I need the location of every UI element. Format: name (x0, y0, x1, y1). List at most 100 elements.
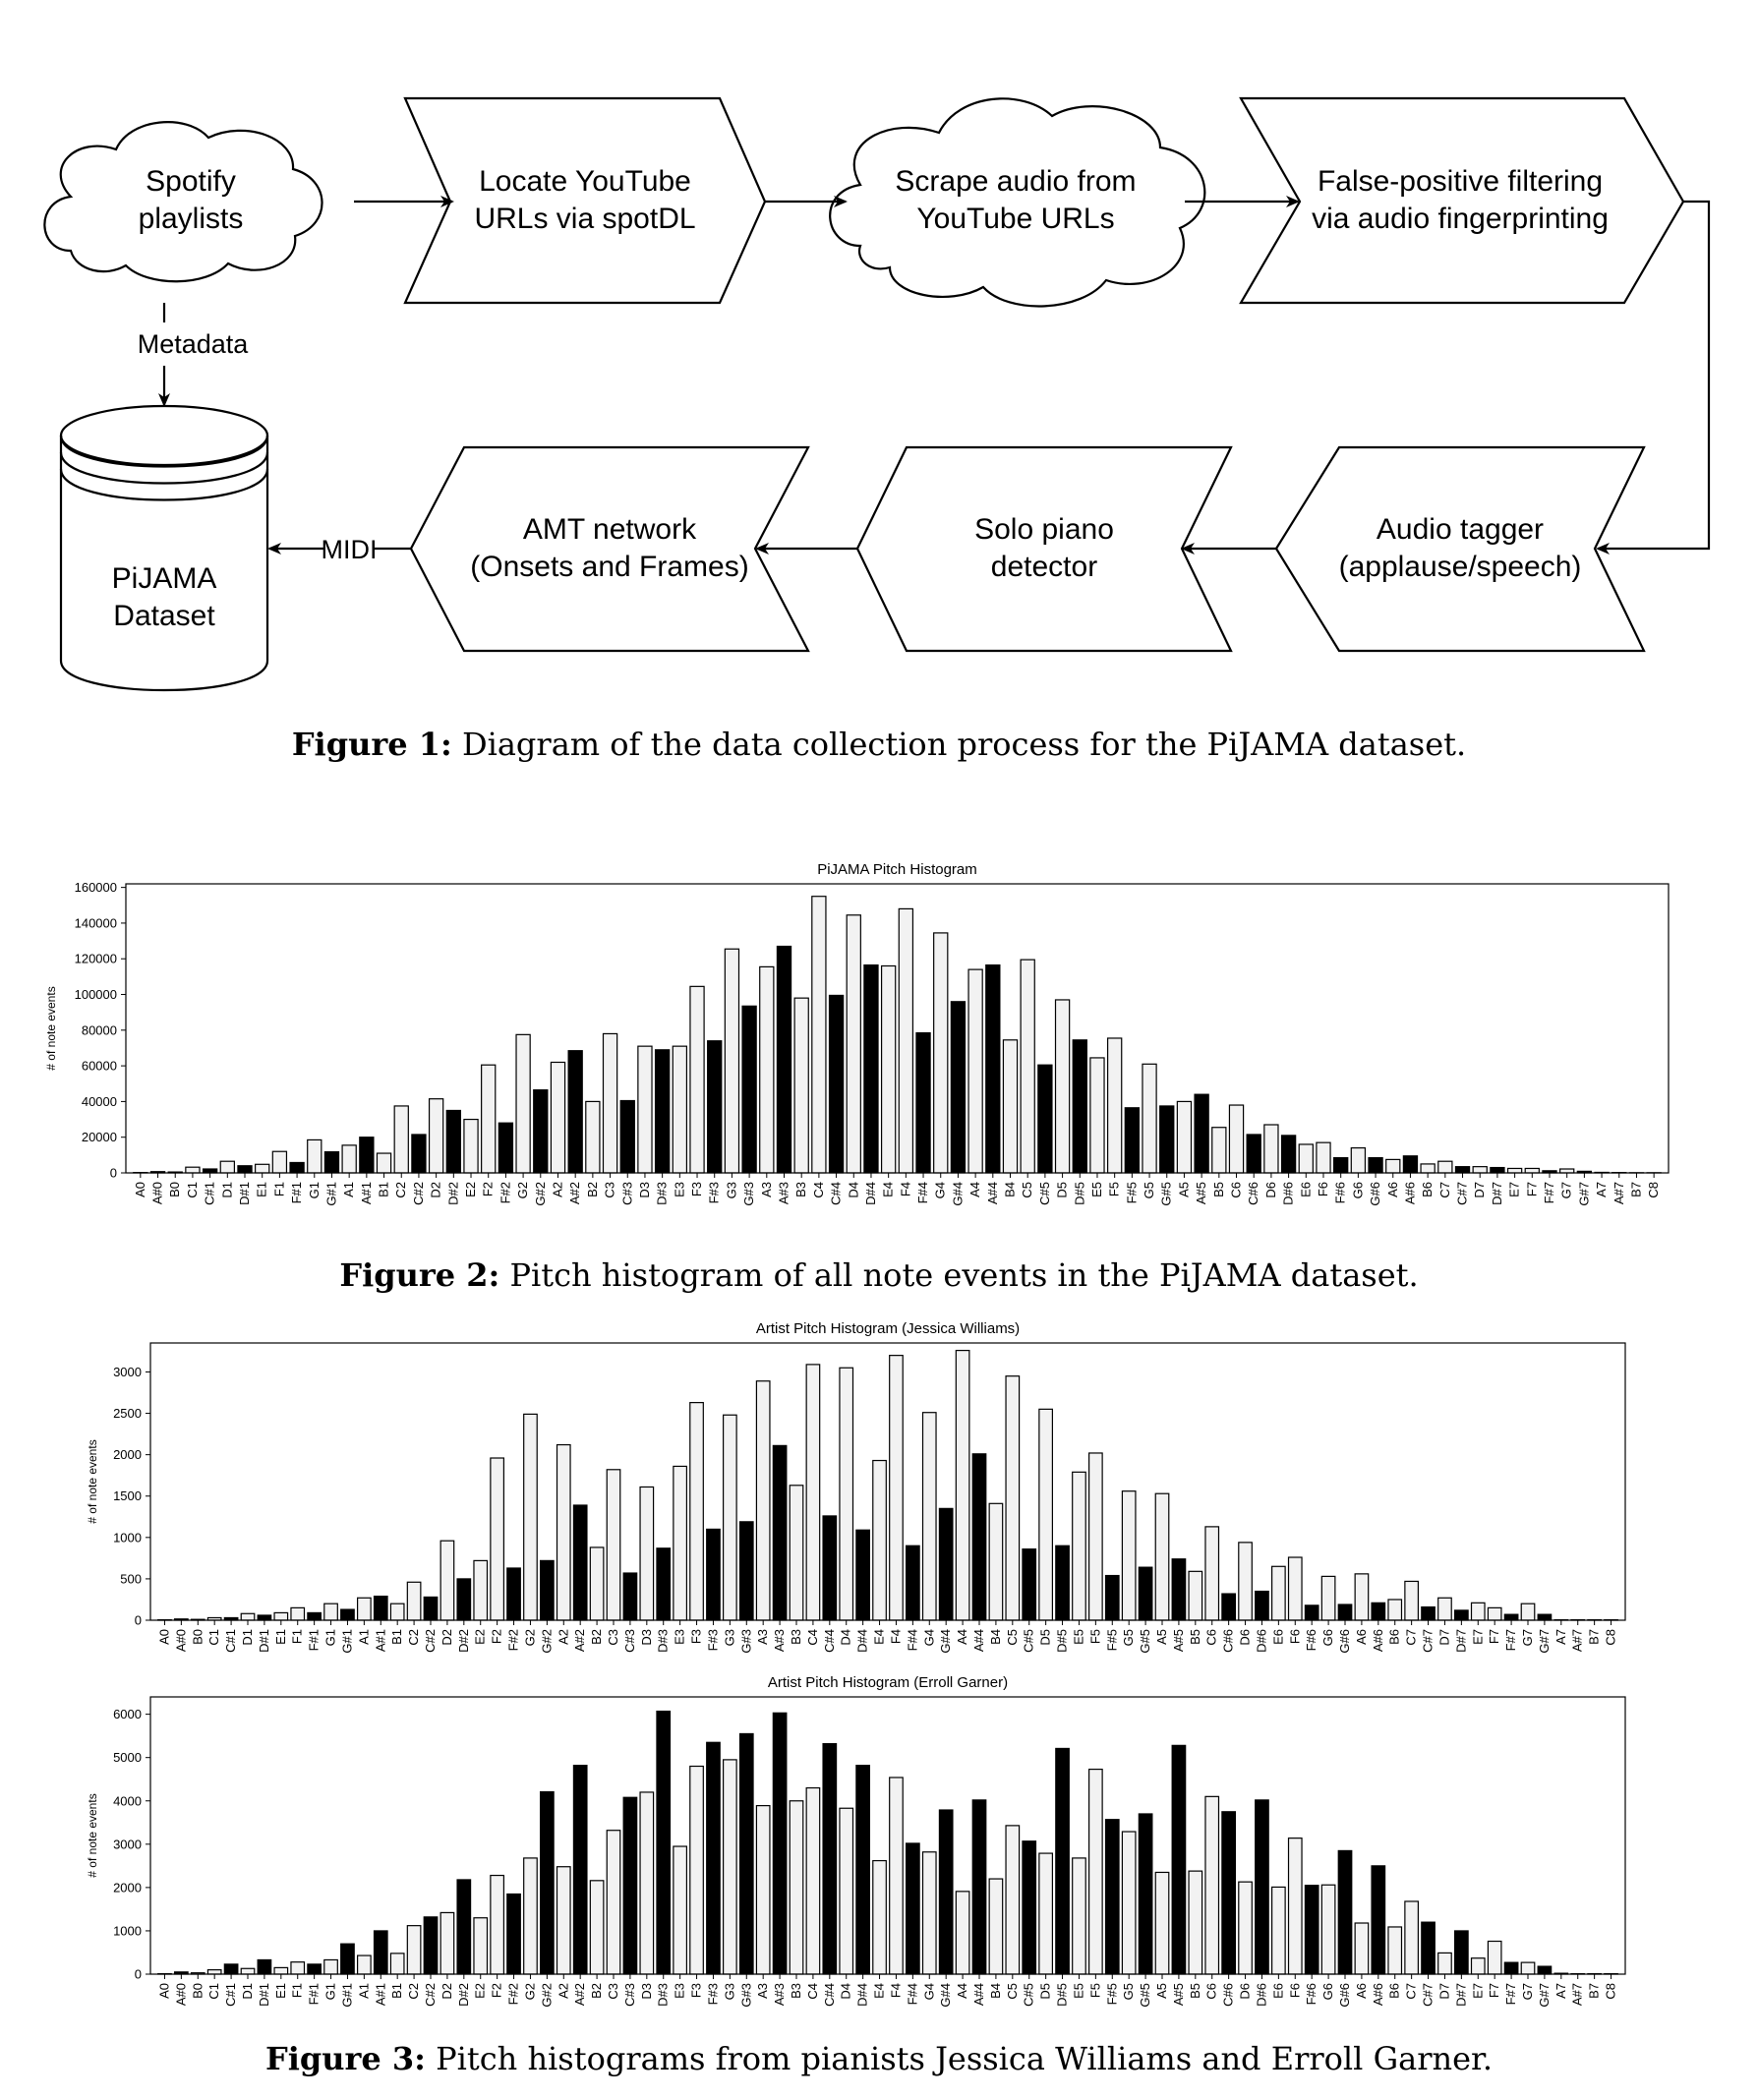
x-tick-label: A2 (556, 1629, 570, 1645)
bar-C7 (1404, 1580, 1419, 1621)
bar-Csharp4 (822, 1742, 838, 1975)
bar-Gsharp4 (938, 1809, 954, 1975)
bar-F5 (1087, 1452, 1103, 1621)
bar-Asharp5 (1171, 1744, 1187, 1975)
bar-D4 (839, 1807, 854, 1975)
bar-Dsharp7 (1490, 1166, 1505, 1174)
bar-E5 (1072, 1857, 1086, 1975)
x-tick-label: E6 (1270, 1983, 1285, 1999)
bar-E6 (1298, 1143, 1314, 1174)
bar-Csharp6 (1221, 1593, 1236, 1621)
y-tick-label: 0 (135, 1967, 142, 1982)
y-tick-label: 20000 (82, 1130, 117, 1144)
bar-D2 (440, 1540, 455, 1621)
dataset-label-2: Dataset (113, 600, 215, 632)
y-tick-label: 100000 (75, 987, 117, 1002)
bar-Csharp2 (423, 1916, 439, 1975)
x-tick-label: A6 (1354, 1629, 1369, 1645)
bar-Asharp6 (1371, 1865, 1386, 1975)
y-tick-label: 140000 (75, 915, 117, 930)
x-tick-label: D3 (639, 1629, 654, 1646)
bar-G2 (523, 1857, 538, 1975)
x-tick-label: G2 (522, 1629, 537, 1646)
bar-Asharp5 (1171, 1558, 1187, 1621)
x-tick-label: A#4 (971, 1629, 986, 1652)
x-tick-label: C8 (1604, 1629, 1618, 1646)
bar-G6 (1320, 1575, 1336, 1621)
x-tick-label: E7 (1470, 1629, 1485, 1645)
x-tick-label: B7 (1587, 1983, 1602, 1999)
x-tick-label: D#3 (656, 1629, 671, 1653)
x-tick-label: E4 (881, 1182, 896, 1197)
midi-edge-label: MIDI (322, 535, 378, 564)
x-tick-label: A#0 (173, 1983, 188, 2006)
x-tick-label: G5 (1121, 1629, 1136, 1646)
bar-D4 (846, 914, 861, 1174)
x-tick-label: A#6 (1402, 1182, 1417, 1204)
x-tick-label: B4 (1003, 1182, 1018, 1197)
metadata-edge-label: Metadata (138, 329, 250, 359)
bar-Dsharp2 (445, 1109, 461, 1174)
bar-C4 (811, 896, 827, 1174)
bar-A3 (759, 965, 775, 1174)
filter-label-1: False-positive filtering (1318, 165, 1603, 198)
x-tick-label: G#7 (1537, 1629, 1552, 1654)
x-tick-label: F#3 (705, 1983, 720, 2005)
bar-F7 (1524, 1167, 1540, 1174)
x-tick-label: C#6 (1221, 1983, 1236, 2007)
x-tick-label: F2 (490, 1629, 504, 1644)
locate-label-2: URLs via spotDL (474, 203, 695, 235)
x-tick-label: G1 (307, 1182, 322, 1198)
x-tick-label: F#6 (1304, 1983, 1318, 2005)
bar-G7 (1520, 1603, 1536, 1621)
x-tick-label: F7 (1487, 1983, 1501, 1998)
x-tick-label: D7 (1436, 1629, 1451, 1646)
bar-C5 (1005, 1375, 1021, 1621)
x-tick-label: D#3 (655, 1182, 670, 1205)
x-tick-label: C#2 (423, 1629, 438, 1653)
x-tick-label: A5 (1154, 1983, 1169, 1999)
bar-F6 (1287, 1838, 1303, 1975)
bar-F3 (689, 1402, 704, 1621)
x-tick-label: C7 (1404, 1629, 1419, 1646)
x-tick-label: F2 (481, 1182, 496, 1196)
bar-B1 (389, 1603, 405, 1621)
bar-D5 (1054, 999, 1071, 1174)
x-tick-label: F#7 (1542, 1182, 1556, 1203)
x-tick-label: C1 (206, 1629, 221, 1646)
x-tick-label: C5 (1005, 1629, 1020, 1646)
x-tick-label: F#4 (915, 1182, 930, 1203)
bar-Dsharp2 (456, 1879, 472, 1975)
bar-E6 (1270, 1565, 1286, 1621)
bar-A2 (556, 1866, 571, 1975)
x-tick-label: A#3 (772, 1629, 787, 1652)
pijama-pitch-histogram: PiJAMA Pitch Histogram # of note events A0… (44, 861, 1670, 1206)
y-axis-label: # of note events (86, 1439, 99, 1523)
x-tick-label: C5 (1005, 1983, 1020, 2000)
bar-G3 (722, 1414, 737, 1621)
x-tick-label: G7 (1520, 1983, 1535, 2000)
bar-C2 (393, 1105, 409, 1174)
bar-C7 (1404, 1900, 1419, 1975)
x-tick-label: D2 (429, 1182, 443, 1198)
bar-G6 (1350, 1146, 1367, 1174)
x-tick-label: D#4 (855, 1629, 870, 1653)
x-tick-label: D5 (1055, 1182, 1070, 1198)
bar-Gsharp2 (539, 1559, 555, 1621)
x-tick-label: C2 (406, 1629, 421, 1646)
figure2-caption-text: Pitch histogram of all note events in th… (499, 1256, 1419, 1294)
bar-Fsharp1 (307, 1963, 322, 1975)
y-tick-label: 500 (120, 1571, 142, 1586)
bar-F2 (490, 1457, 504, 1621)
x-tick-label: A4 (955, 1983, 969, 1999)
bar-F4 (889, 1777, 904, 1975)
x-tick-label: C6 (1204, 1983, 1219, 2000)
x-tick-label: G#2 (533, 1182, 548, 1206)
x-tick-label: E5 (1071, 1983, 1085, 1999)
x-tick-label: E6 (1298, 1182, 1313, 1197)
x-tick-label: C#3 (622, 1983, 637, 2007)
x-tick-label: D2 (440, 1983, 454, 2000)
filter-label-2: via audio fingerprinting (1312, 203, 1609, 235)
tagger-label-1: Audio tagger (1377, 513, 1544, 546)
x-tick-label: G1 (323, 1983, 338, 2000)
